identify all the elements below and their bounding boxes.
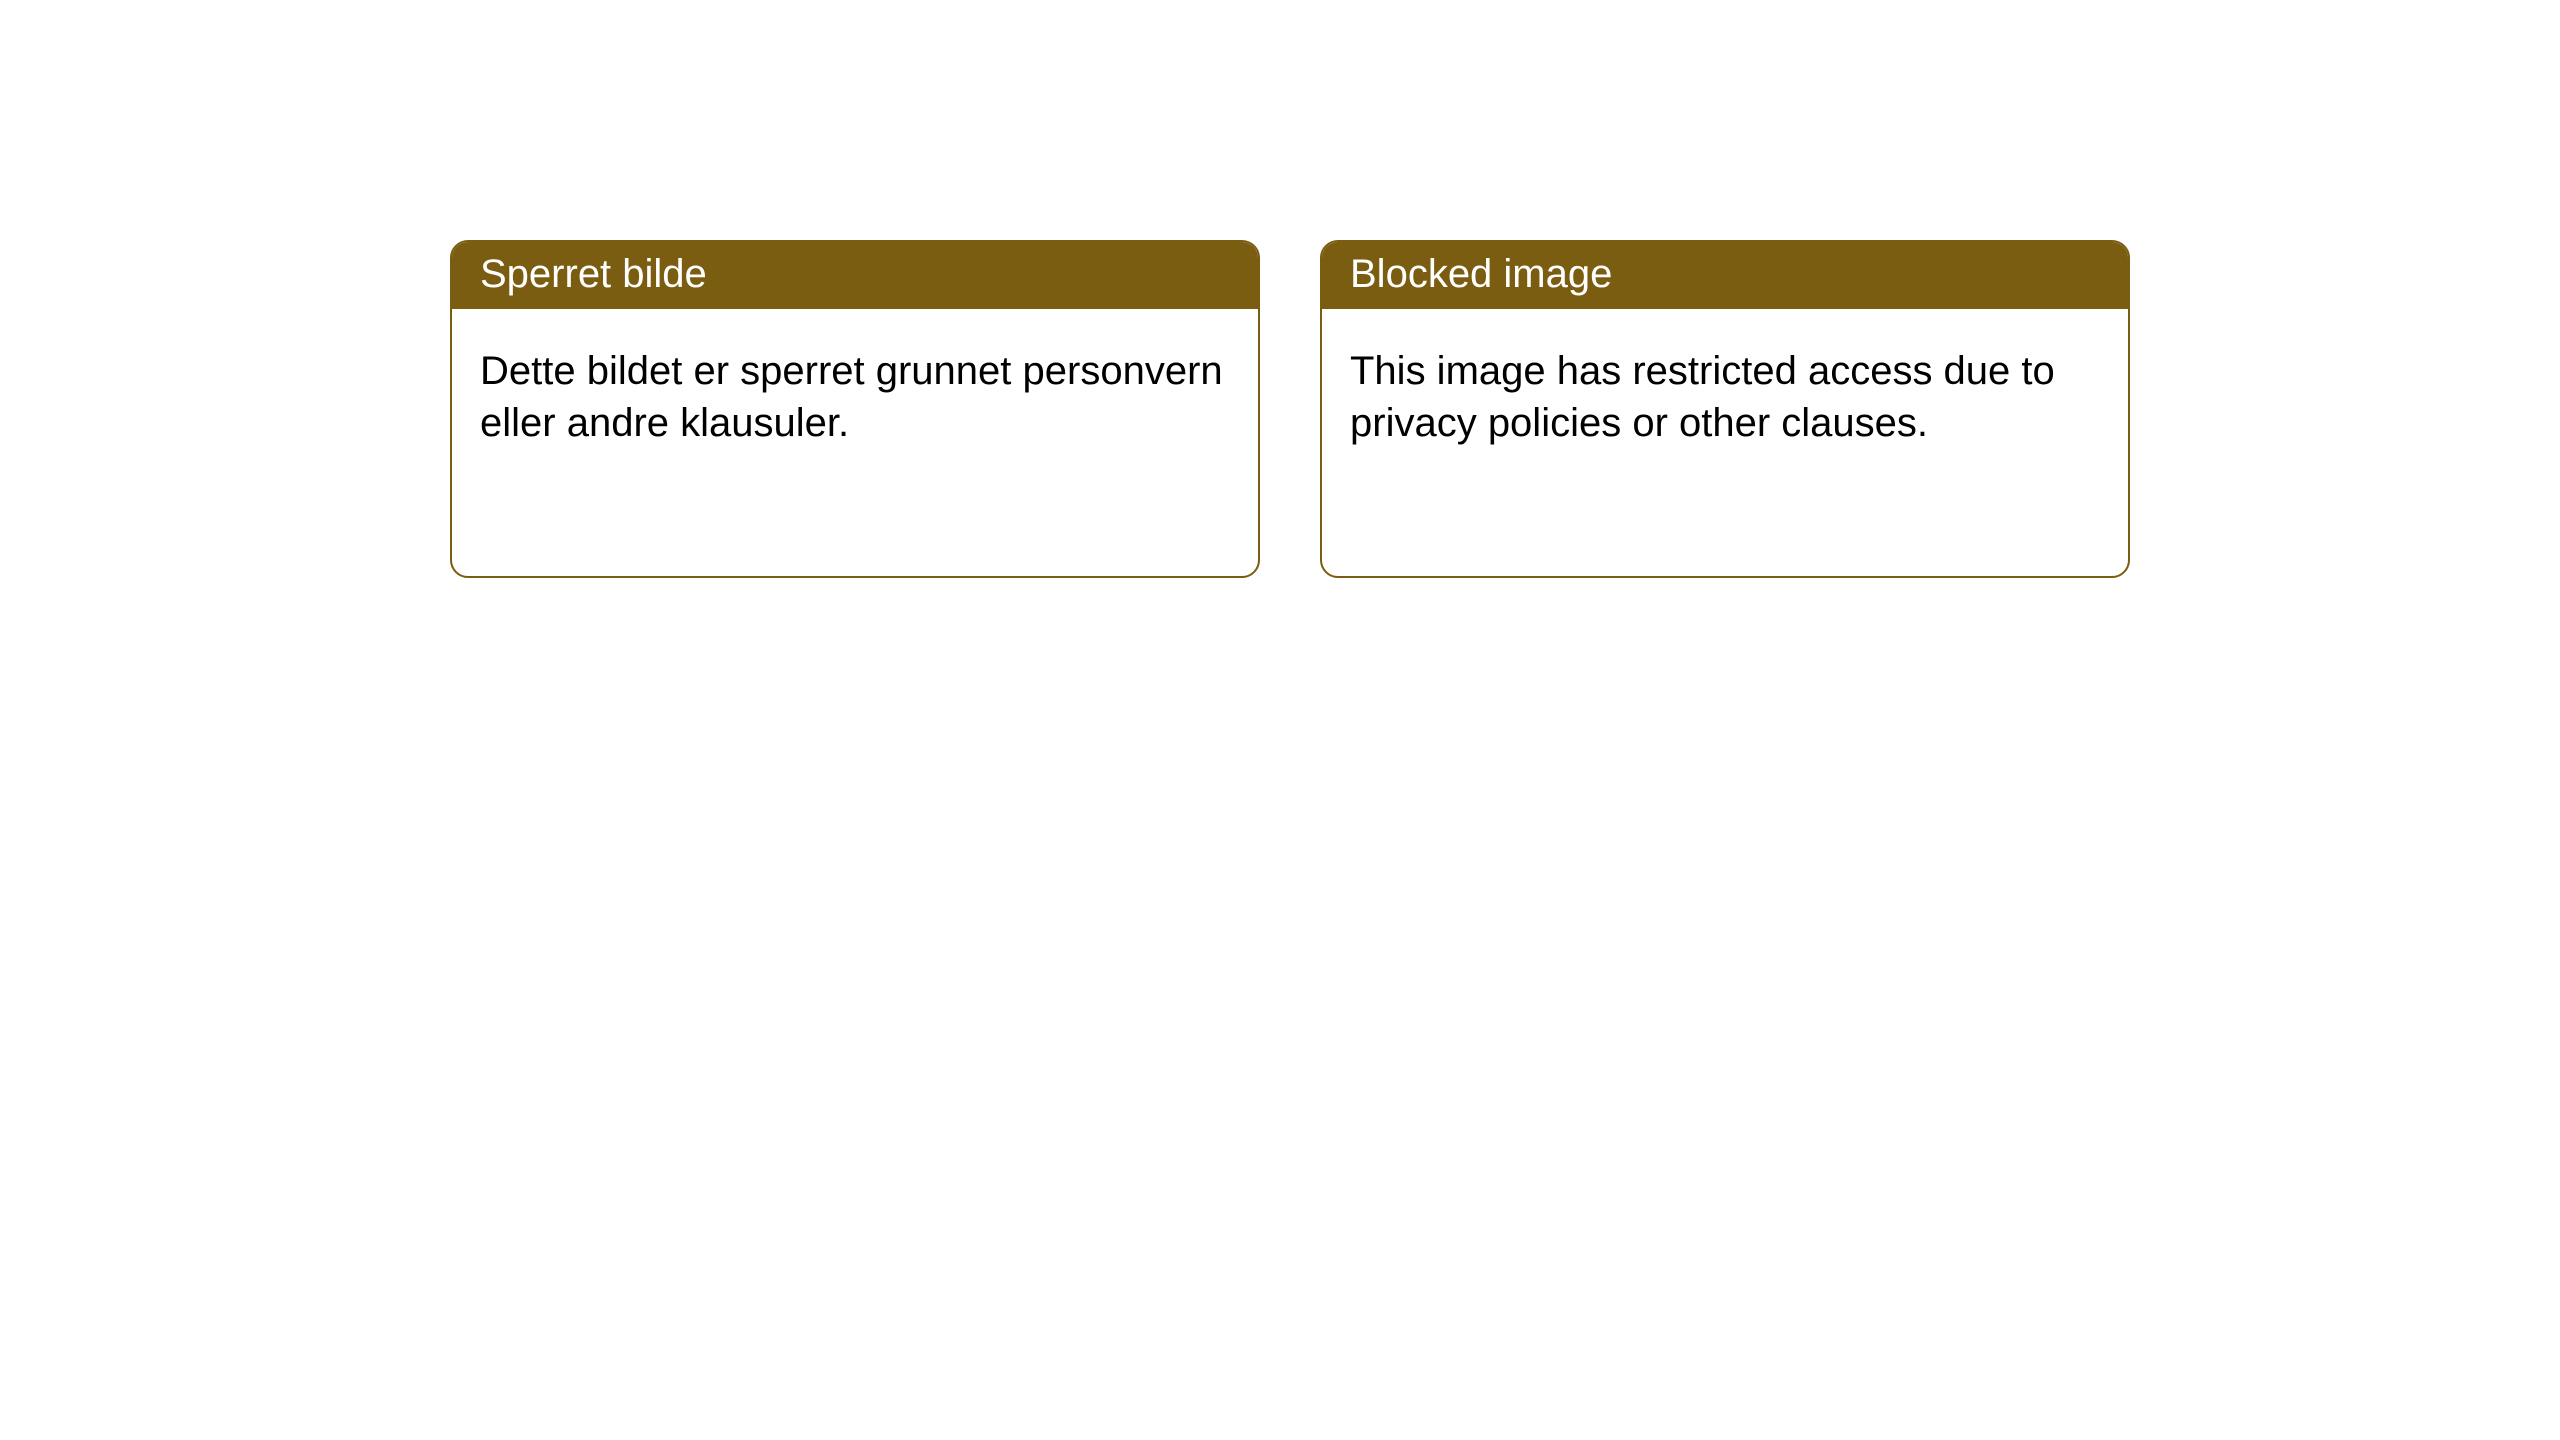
card-body: Dette bildet er sperret grunnet personve… (452, 309, 1258, 477)
card-header: Blocked image (1322, 242, 2128, 309)
card-body-text: This image has restricted access due to … (1350, 349, 2055, 445)
card-body: This image has restricted access due to … (1322, 309, 2128, 477)
card-body-text: Dette bildet er sperret grunnet personve… (480, 349, 1223, 445)
notice-card-norwegian: Sperret bilde Dette bildet er sperret gr… (450, 240, 1260, 578)
card-header: Sperret bilde (452, 242, 1258, 309)
notice-card-english: Blocked image This image has restricted … (1320, 240, 2130, 578)
card-title: Sperret bilde (480, 252, 707, 296)
card-title: Blocked image (1350, 252, 1612, 296)
notice-container: Sperret bilde Dette bildet er sperret gr… (0, 0, 2560, 578)
